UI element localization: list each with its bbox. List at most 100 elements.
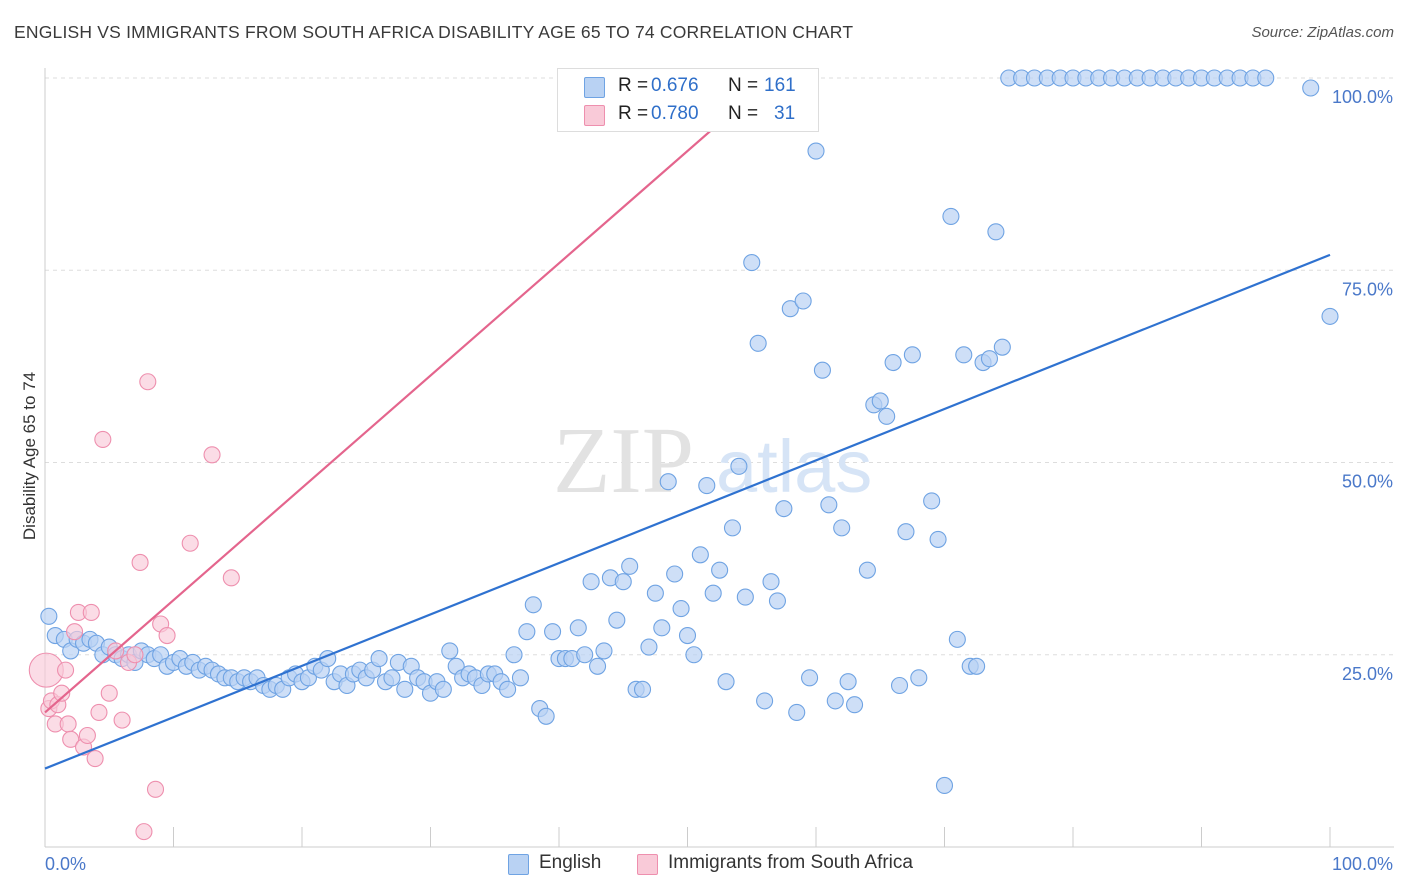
english-point <box>434 680 452 698</box>
south-africa-point <box>59 715 77 733</box>
watermark: ZIP atlas <box>553 409 872 513</box>
south-africa-point <box>78 726 96 745</box>
english-point <box>383 669 401 687</box>
english-point <box>621 557 639 575</box>
y-tick-label: 75.0% <box>1342 279 1393 299</box>
english-point <box>736 588 754 606</box>
english-point <box>968 657 986 675</box>
english-point <box>537 707 555 725</box>
english-point <box>1321 307 1339 325</box>
english-point <box>544 623 562 641</box>
english-point <box>768 592 787 610</box>
south-africa-point <box>158 626 176 645</box>
legend-n-value: 31 <box>774 103 796 124</box>
south-africa-point <box>57 661 75 679</box>
english-point <box>717 673 735 691</box>
english-point <box>839 673 857 691</box>
english-point <box>396 680 414 698</box>
english-point <box>935 776 954 795</box>
english-point <box>756 692 774 710</box>
english-point <box>845 696 864 714</box>
bottom-swatch-english <box>508 854 529 875</box>
south-africa-point <box>181 534 199 552</box>
english-point <box>698 477 716 495</box>
south-africa-point <box>86 750 104 768</box>
english-point <box>903 346 921 364</box>
english-point <box>993 338 1011 356</box>
english-point <box>511 669 530 687</box>
english-point <box>499 680 517 698</box>
english-point <box>923 492 941 510</box>
english-point <box>588 657 607 675</box>
english-point <box>1257 69 1275 87</box>
english-point <box>788 703 806 721</box>
english-point <box>807 142 825 160</box>
english-point <box>40 607 58 625</box>
legend-r-value: 0.780 <box>651 103 699 124</box>
south-africa-point <box>82 603 100 622</box>
south-africa-point <box>135 823 153 841</box>
english-point <box>980 350 999 368</box>
english-point <box>711 561 729 579</box>
chart-source: Source: ZipAtlas.com <box>1251 24 1394 41</box>
english-point <box>640 638 658 656</box>
english-point <box>858 561 876 579</box>
watermark-zip: ZIP <box>553 409 694 513</box>
english-point <box>518 623 536 641</box>
y-tick-label: 25.0% <box>1342 664 1393 684</box>
english-point <box>595 642 613 660</box>
english-point <box>730 457 748 475</box>
bottom-legend-south-africa-label: Immigrants from South Africa <box>668 852 913 873</box>
south-africa-point <box>126 646 144 664</box>
legend-r-label: R = <box>618 75 649 96</box>
legend-row-south-africa: R = 0.780 N = 31 <box>558 101 818 129</box>
english-point <box>1302 79 1320 97</box>
english-point <box>672 600 690 618</box>
english-point <box>614 573 632 591</box>
english-point <box>582 573 600 591</box>
english-point <box>897 523 915 541</box>
english-point <box>653 619 671 637</box>
english-point <box>576 646 594 664</box>
y-tick-label: 50.0% <box>1342 472 1393 492</box>
legend-row-english: R = 0.676 N = 161 <box>558 73 818 101</box>
english-points <box>40 69 1339 795</box>
english-point <box>678 626 697 645</box>
english-point <box>948 630 966 648</box>
y-axis-label: Disability Age 65 to 74 <box>20 372 39 540</box>
english-point <box>813 361 831 379</box>
south-africa-point <box>222 569 240 587</box>
chart-title: ENGLISH VS IMMIGRANTS FROM SOUTH AFRICA … <box>14 22 854 42</box>
english-point <box>441 642 459 660</box>
bottom-swatch-south-africa <box>637 854 658 875</box>
legend-r-value: 0.676 <box>651 75 699 96</box>
english-point <box>524 596 542 614</box>
english-point <box>608 611 626 629</box>
english-point <box>704 584 722 602</box>
south-africa-point <box>66 623 84 641</box>
y-tick-labels: 25.0% 50.0% 75.0% 100.0% <box>1332 87 1393 684</box>
english-point <box>633 680 652 698</box>
english-point <box>878 407 896 425</box>
english-point <box>820 496 838 514</box>
legend-r-label: R = <box>618 103 649 124</box>
english-point <box>826 692 844 710</box>
south-africa-point <box>203 446 221 464</box>
english-point <box>666 565 684 583</box>
english-point <box>762 573 780 591</box>
english-point <box>370 650 388 668</box>
english-point <box>910 669 928 687</box>
legend-n-label: N = <box>728 75 759 96</box>
english-point <box>749 334 767 352</box>
english-point <box>505 646 523 664</box>
english-point <box>955 346 973 364</box>
english-point <box>987 223 1005 241</box>
south-africa-point <box>131 553 149 572</box>
south-africa-trend-line <box>44 77 772 714</box>
english-point <box>929 530 947 548</box>
english-point <box>743 254 761 272</box>
legend-n-value: 161 <box>764 75 796 96</box>
legend-swatch-english <box>584 77 605 98</box>
bottom-legend-english-label: English <box>539 852 602 873</box>
